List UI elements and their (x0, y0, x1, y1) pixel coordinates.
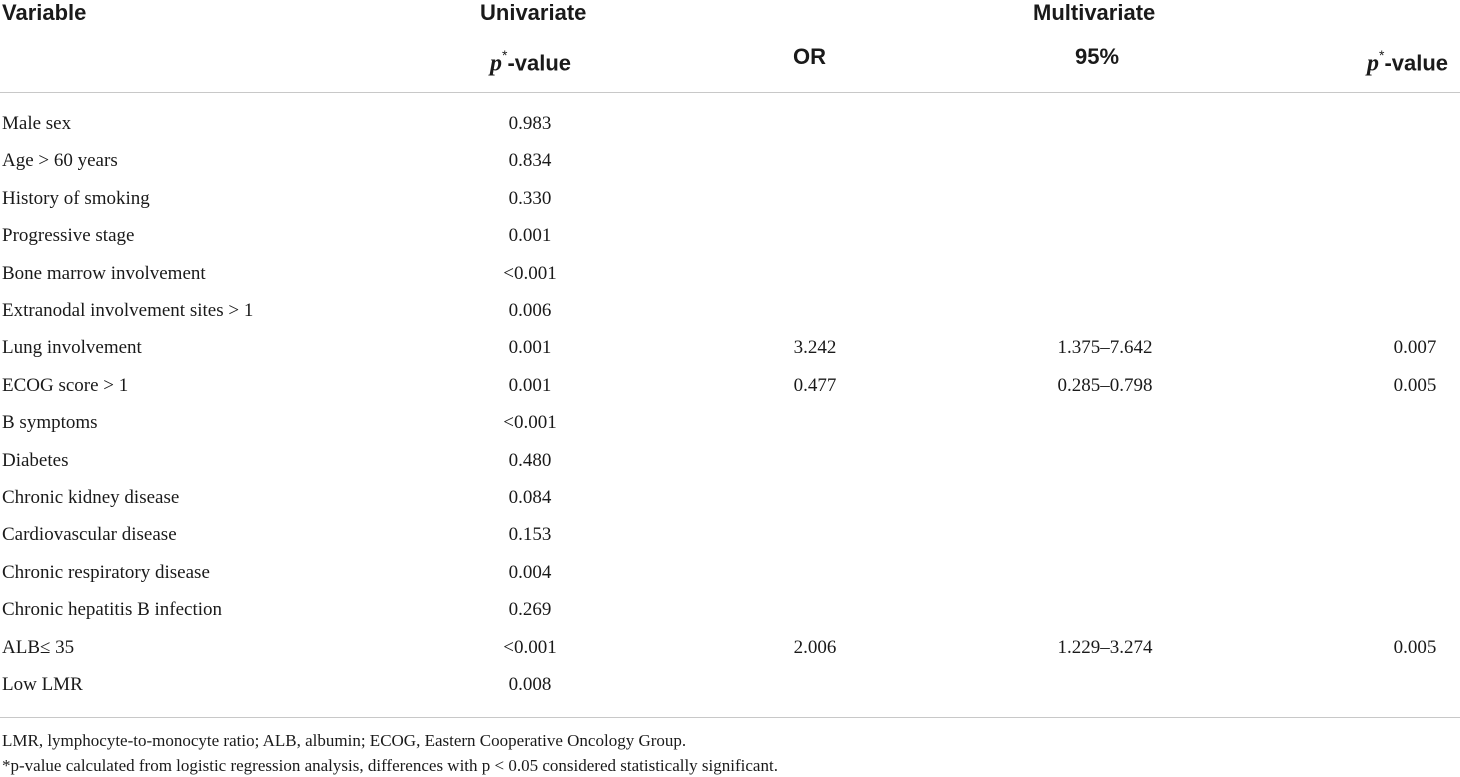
header-rule (0, 92, 1460, 93)
or-cell: 3.242 (793, 337, 837, 358)
variable-cell: Low LMR (2, 674, 83, 695)
table-row: Low LMR 0.008 (0, 670, 1460, 700)
multivariate-p-cell: 0.007 (1393, 337, 1437, 358)
univariate-p-cell: 0.983 (508, 113, 552, 134)
univariate-p-cell: 0.084 (508, 487, 552, 508)
multivariate-p-cell: 0.005 (1393, 375, 1437, 396)
header-multivariate: Multivariate (1033, 0, 1156, 25)
univariate-p-cell: 0.269 (508, 599, 552, 620)
or-cell: 0.477 (793, 375, 837, 396)
variable-cell: Chronic hepatitis B infection (2, 599, 223, 620)
univariate-p-cell: 0.008 (508, 674, 552, 695)
univariate-p-cell: 0.001 (508, 375, 552, 396)
univariate-p-cell: 0.006 (508, 300, 552, 321)
table-row: Lung involvement 0.001 3.242 1.375–7.642 0.0… (0, 333, 1460, 363)
or-cell: 2.006 (793, 637, 837, 658)
variable-cell: Age > 60 years (2, 150, 118, 171)
variable-cell: ALB≤ 35 (2, 637, 75, 658)
univariate-p-cell: <0.001 (503, 412, 557, 433)
table-row: ECOG score > 1 0.001 0.477 0.285–0.798 0.005 (0, 371, 1460, 401)
table-row: Chronic kidney disease 0.084 (0, 483, 1460, 513)
ci-cell: 0.285–0.798 (1057, 375, 1153, 396)
univariate-p-cell: 0.001 (508, 337, 552, 358)
univariate-p-cell: 0.153 (508, 524, 552, 545)
p-italic: p (1367, 50, 1379, 77)
variable-cell: Extranodal involvement sites > 1 (2, 300, 254, 321)
univariate-p-cell: <0.001 (503, 263, 557, 284)
variable-cell: Chronic respiratory disease (2, 562, 210, 583)
header-univariate: Univariate (480, 0, 587, 25)
p-italic: p (490, 50, 502, 77)
univariate-p-cell: 0.480 (508, 450, 552, 471)
table-row: Extranodal involvement sites > 1 0.006 (0, 296, 1460, 326)
footer-rule (0, 717, 1460, 718)
p-star: * (502, 47, 508, 63)
variable-cell: History of smoking (2, 188, 150, 209)
table-row: Chronic hepatitis B infection 0.269 (0, 595, 1460, 625)
header-ci: 95% (1075, 44, 1120, 69)
variable-cell: Bone marrow involvement (2, 263, 206, 284)
table-row: Age > 60 years 0.834 (0, 146, 1460, 176)
header-univariate-p-value: p*-value (490, 44, 571, 76)
table-row: Diabetes 0.480 (0, 446, 1460, 476)
variable-cell: B symptoms (2, 412, 98, 433)
footnote-p-value: *p-value calculated from logistic regres… (2, 756, 778, 775)
table-row: B symptoms <0.001 (0, 408, 1460, 438)
variable-cell: Progressive stage (2, 225, 135, 246)
p-star: * (1379, 47, 1385, 63)
header-or: OR (793, 44, 826, 69)
variable-cell: Lung involvement (2, 337, 142, 358)
variable-cell: Diabetes (2, 450, 69, 471)
p-suffix: -value (1384, 50, 1449, 76)
univariate-p-cell: 0.834 (508, 150, 552, 171)
p-suffix: -value (507, 50, 572, 76)
table-row: Cardiovascular disease 0.153 (0, 520, 1460, 550)
ci-cell: 1.229–3.274 (1057, 637, 1153, 658)
table-row: Chronic respiratory disease 0.004 (0, 558, 1460, 588)
table-row: Progressive stage 0.001 (0, 221, 1460, 251)
table-row: Male sex 0.983 (0, 109, 1460, 139)
univariate-p-cell: 0.001 (508, 225, 552, 246)
variable-cell: Cardiovascular disease (2, 524, 177, 545)
table-row: History of smoking 0.330 (0, 184, 1460, 214)
table-row: ALB≤ 35 <0.001 2.006 1.229–3.274 0.005 (0, 633, 1460, 663)
ci-cell: 1.375–7.642 (1057, 337, 1153, 358)
univariate-p-cell: 0.330 (508, 188, 552, 209)
univariate-p-cell: <0.001 (503, 637, 557, 658)
footnote-abbreviations: LMR, lymphocyte-to-monocyte ratio; ALB, … (2, 731, 687, 750)
univariate-p-cell: 0.004 (508, 562, 552, 583)
variable-cell: Male sex (2, 113, 72, 134)
multivariate-p-cell: 0.005 (1393, 637, 1437, 658)
header-variable: Variable (2, 0, 87, 25)
header-multivariate-p-value: p*-value (1367, 44, 1448, 76)
table-row: Bone marrow involvement <0.001 (0, 259, 1460, 289)
variable-cell: Chronic kidney disease (2, 487, 180, 508)
variable-cell: ECOG score > 1 (2, 375, 129, 396)
